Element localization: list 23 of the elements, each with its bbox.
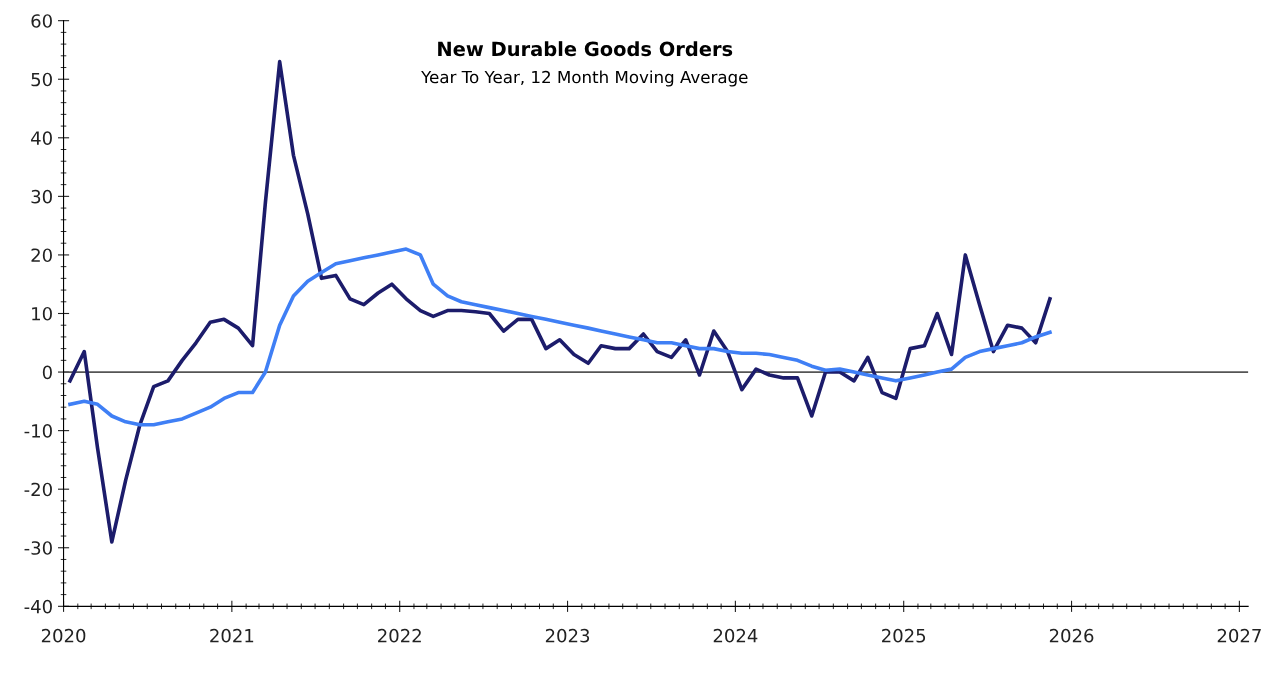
- x-tick-label: 2023: [545, 628, 590, 643]
- y-tick-label: 60: [31, 14, 52, 28]
- y-tick-label: -40: [24, 599, 52, 614]
- x-tick-label: 2024: [713, 628, 758, 643]
- y-tick-label: 50: [31, 72, 52, 87]
- text: Year To Year, 12 Month Moving Average: [421, 70, 748, 87]
- y-tick-label: -10: [24, 424, 52, 438]
- x-tick-label: 2026: [1049, 628, 1094, 643]
- y-tick-label: 40: [31, 131, 52, 145]
- y-tick-label: 20: [31, 248, 52, 263]
- line-series: [68, 247, 1052, 427]
- y-tick-label: -30: [24, 541, 52, 555]
- text: New Durable Goods Orders: [438, 41, 733, 57]
- x-tick-label: 2020: [41, 628, 86, 643]
- x-tick-label: 2021: [210, 628, 254, 643]
- line-series: [68, 59, 1052, 544]
- y-tick-label: 30: [31, 189, 52, 204]
- y-tick-label: 10: [32, 306, 52, 321]
- x-tick-label: 2027: [1217, 628, 1261, 643]
- y-tick-label: 0: [42, 365, 52, 380]
- x-tick-label: 2025: [882, 628, 926, 643]
- y-tick-label: -20: [24, 482, 52, 497]
- x-tick-label: 2022: [378, 628, 421, 643]
